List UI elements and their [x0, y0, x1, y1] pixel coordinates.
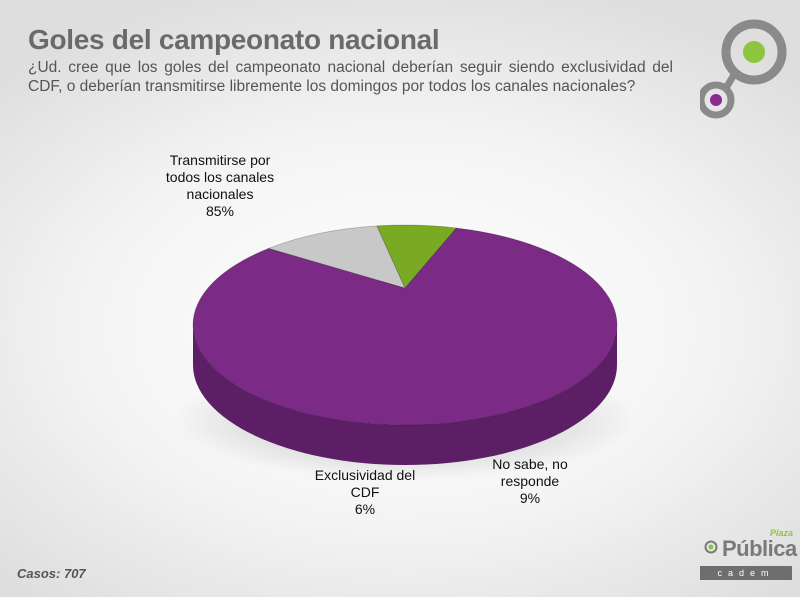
- brand-rings-icon: [700, 19, 787, 119]
- logo-dot-icon: [704, 540, 718, 554]
- slice-no-sabe: [267, 225, 406, 289]
- logo-sub-text: cadem: [700, 566, 792, 580]
- page-subtitle: ¿Ud. cree que los goles del campeonato n…: [28, 59, 673, 95]
- slice-exclusividad: [376, 224, 458, 289]
- slice-transmitirse-side: [193, 325, 617, 465]
- logo-main-text: Pública: [722, 536, 797, 561]
- logo-plaza-text: Plaza: [770, 528, 794, 538]
- page-title: Goles del campeonato nacional: [28, 24, 440, 55]
- slice-label-transmitirse: Transmitirse por todos los canales nacio…: [165, 152, 275, 219]
- slice-transmitirse: [192, 227, 618, 426]
- slice-label-no-sabe: No sabe, no responde 9%: [492, 456, 568, 506]
- slice-label-exclusividad: Exclusividad del CDF 6%: [314, 467, 416, 517]
- brand-logo: Plaza Pública cadem: [700, 528, 797, 583]
- sample-size: Casos: 707: [17, 566, 86, 581]
